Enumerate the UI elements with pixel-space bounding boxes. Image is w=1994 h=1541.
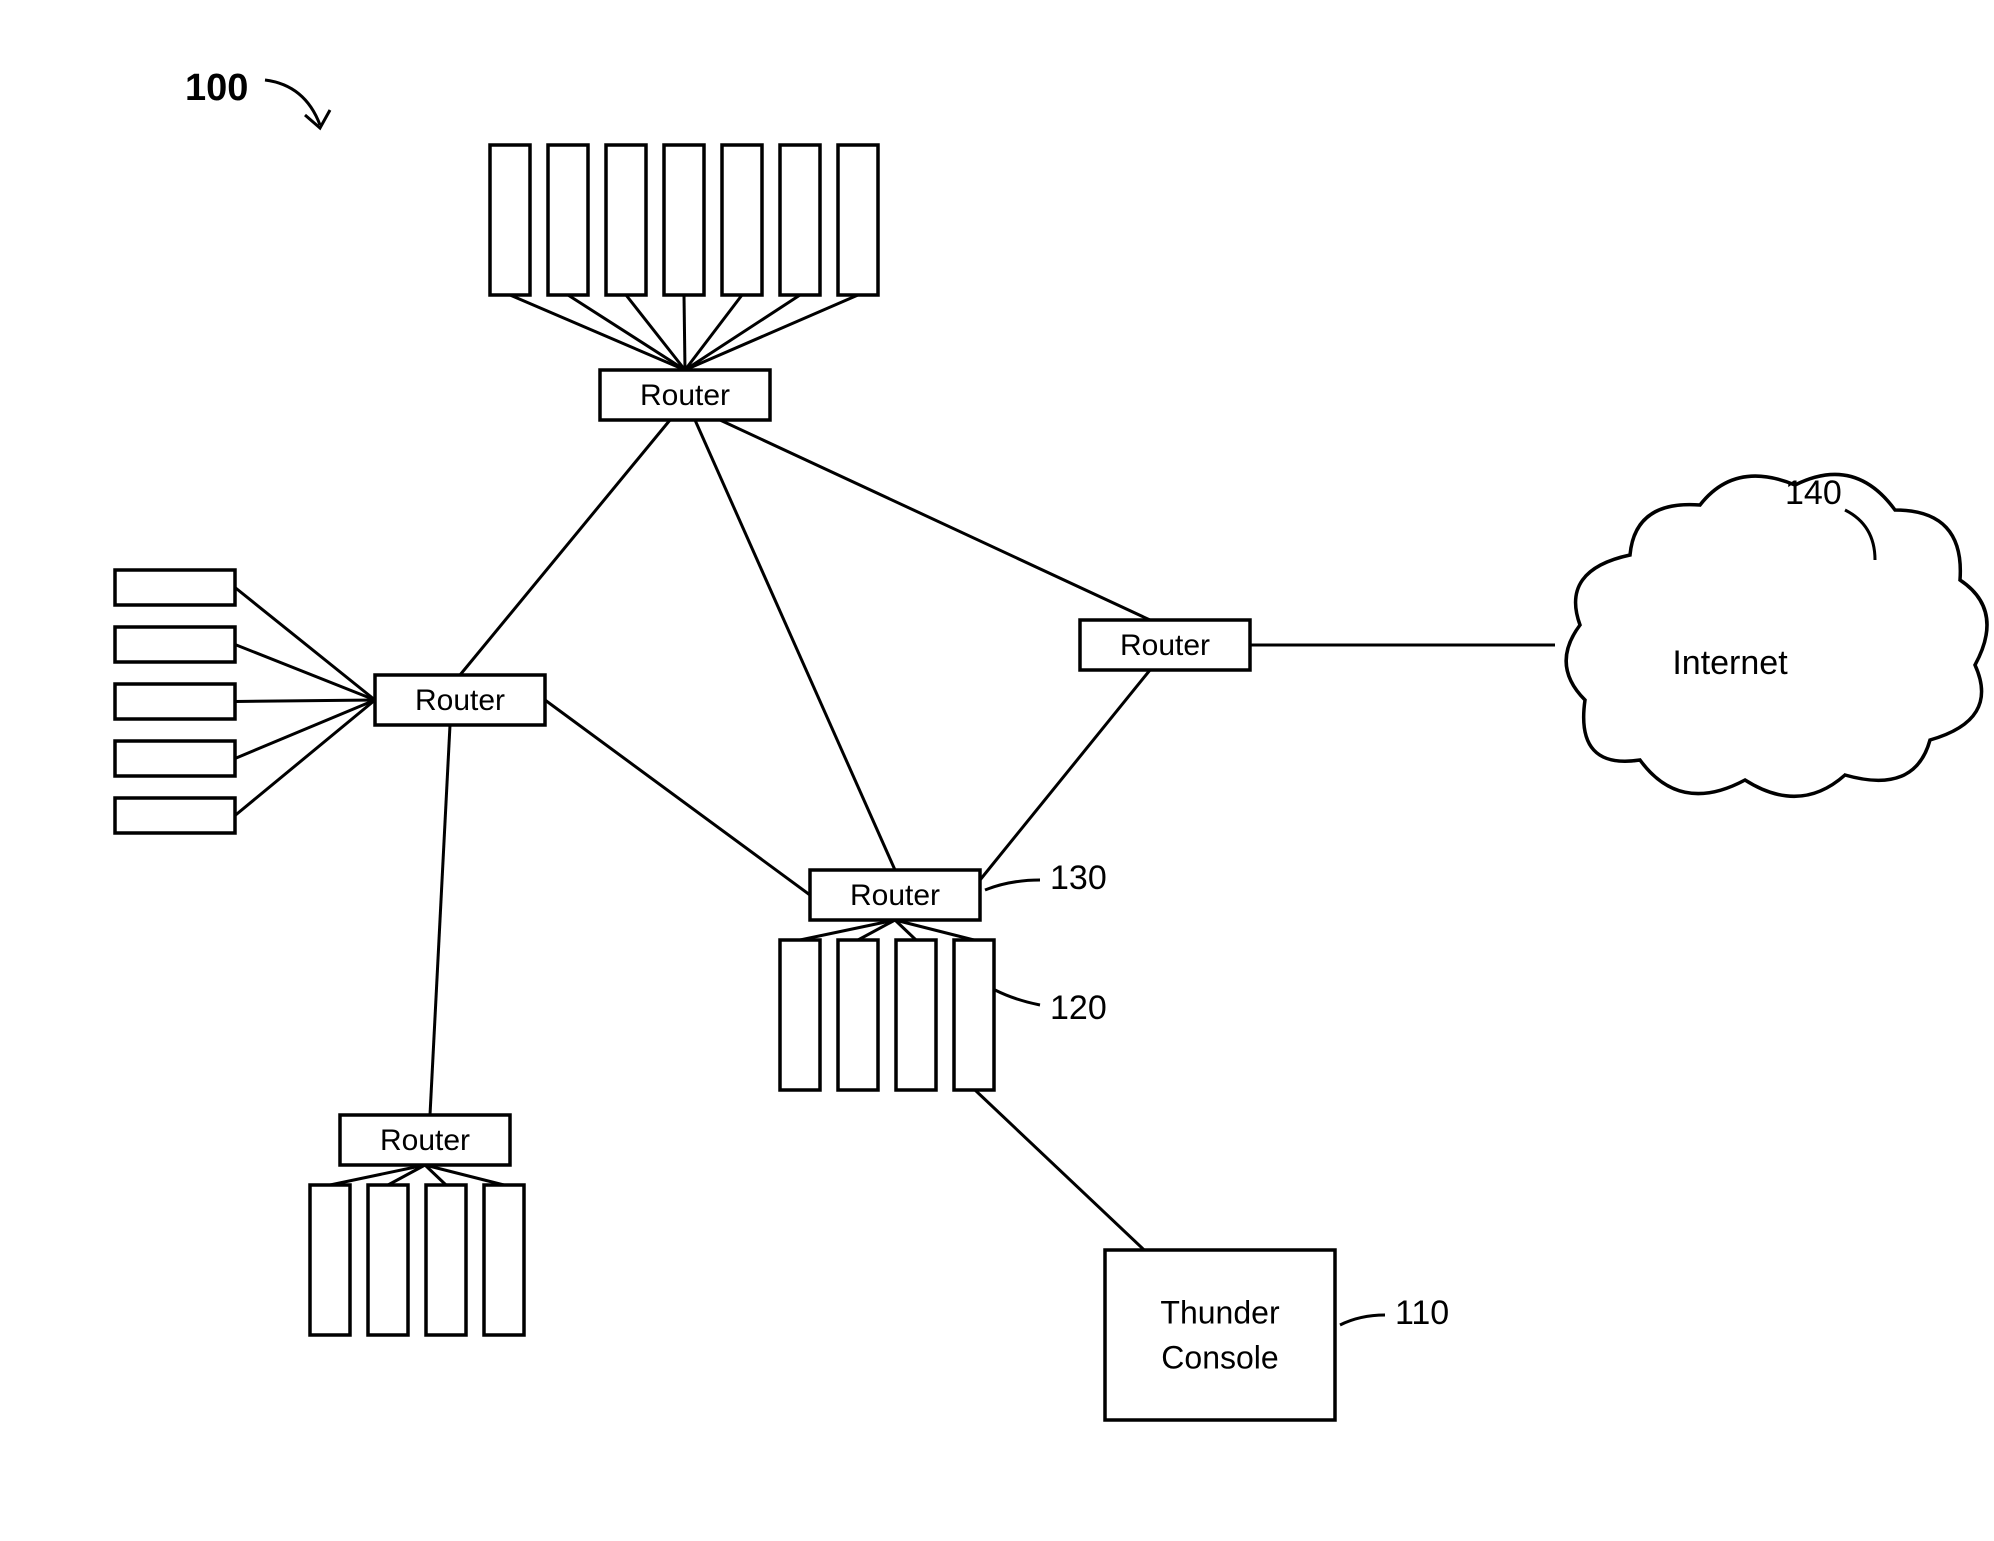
server-bar — [664, 145, 704, 295]
router-left: Router — [375, 675, 545, 725]
server-bar — [115, 798, 235, 833]
server-bar — [896, 940, 936, 1090]
server-bar — [780, 145, 820, 295]
server-bar — [426, 1185, 466, 1335]
edges — [430, 420, 1555, 1265]
router-center-label: Router — [850, 879, 940, 912]
figure-ref-100: 100 — [185, 67, 330, 128]
server-group-center — [780, 920, 994, 1090]
router-right: Router — [1080, 620, 1250, 670]
server-bar — [310, 1185, 350, 1335]
ref-120-text: 120 — [1050, 989, 1107, 1027]
server-bar — [838, 145, 878, 295]
router-top: Router — [600, 370, 770, 420]
thunder-console: Thunder Console — [1105, 1250, 1335, 1420]
router-right-label: Router — [1120, 629, 1210, 662]
server-bar — [606, 145, 646, 295]
server-bar — [484, 1185, 524, 1335]
server-group-left — [115, 570, 375, 833]
ref-110-text: 110 — [1395, 1294, 1449, 1332]
server-bar — [115, 627, 235, 662]
server-group-bottom — [310, 1165, 524, 1335]
server-bar — [115, 570, 235, 605]
ref-130-text: 130 — [1050, 859, 1107, 897]
router-left-label: Router — [415, 684, 505, 717]
server-bar — [115, 684, 235, 719]
router-bottom: Router — [340, 1115, 510, 1165]
router-bottom-label: Router — [380, 1124, 470, 1157]
router-top-label: Router — [640, 379, 730, 412]
ref-140-text: 140 — [1785, 474, 1842, 512]
server-bar — [368, 1185, 408, 1335]
server-bar — [490, 145, 530, 295]
server-bar — [115, 741, 235, 776]
internet-cloud: Internet — [1566, 474, 1987, 796]
console-label-1: Thunder — [1160, 1294, 1280, 1330]
console-label-2: Console — [1161, 1339, 1278, 1375]
server-bar — [722, 145, 762, 295]
server-group-top — [490, 145, 878, 370]
ref-100-text: 100 — [185, 67, 248, 109]
network-diagram: 100 Router Router Router Router Router T… — [0, 0, 1994, 1541]
server-bar — [780, 940, 820, 1090]
server-bar — [548, 145, 588, 295]
cloud-label: Internet — [1672, 644, 1788, 682]
router-center: Router — [810, 870, 980, 920]
server-bar — [838, 940, 878, 1090]
server-bar — [954, 940, 994, 1090]
